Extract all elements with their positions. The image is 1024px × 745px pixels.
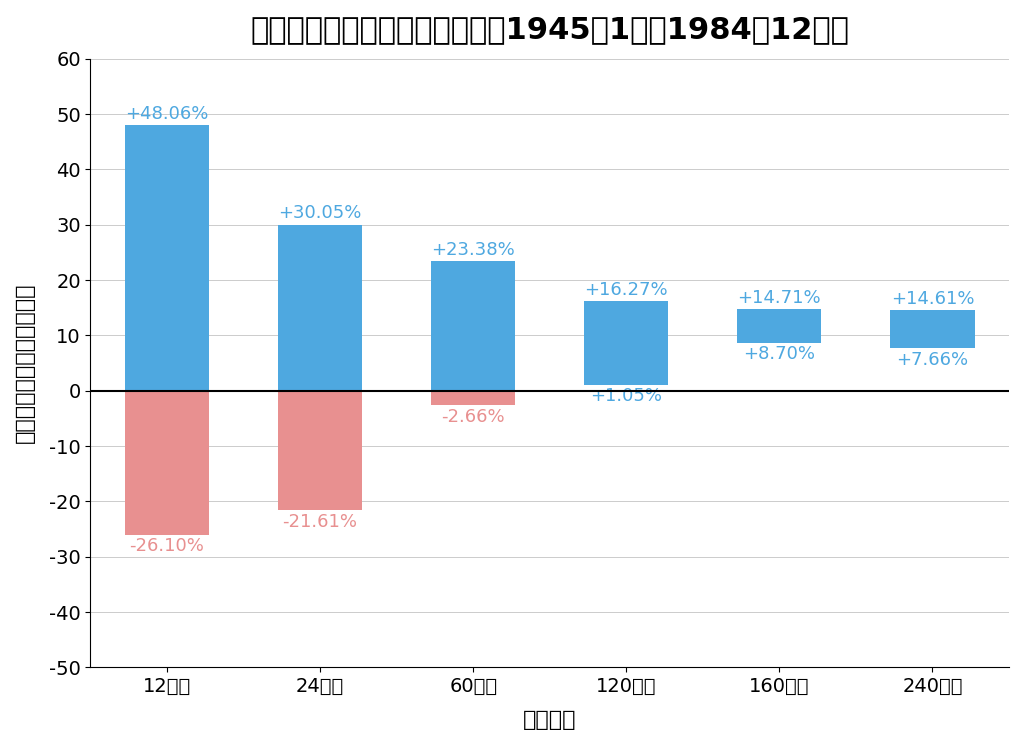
Bar (279, 391, 362, 510)
Text: +7.66%: +7.66% (896, 351, 969, 369)
Text: -21.61%: -21.61% (283, 513, 357, 530)
X-axis label: 投資期間: 投資期間 (523, 710, 577, 730)
Text: +8.70%: +8.70% (743, 345, 815, 363)
Text: +23.38%: +23.38% (431, 241, 515, 259)
Bar (431, 391, 515, 405)
Text: +14.71%: +14.71% (737, 289, 821, 307)
Bar (584, 301, 669, 385)
Bar (890, 310, 975, 349)
Text: +16.27%: +16.27% (585, 281, 668, 299)
Text: +30.05%: +30.05% (279, 204, 361, 222)
Y-axis label: 年率平均リターンの振れ幅: 年率平均リターンの振れ幅 (15, 283, 35, 443)
Text: -26.10%: -26.10% (130, 537, 205, 555)
Title: 累積リターンによる推定結果（1945年1月〜1984年12月）: 累積リターンによる推定結果（1945年1月〜1984年12月） (250, 15, 849, 44)
Bar (279, 224, 362, 391)
Text: +1.05%: +1.05% (590, 387, 663, 405)
Bar (431, 261, 515, 391)
Bar (737, 309, 821, 343)
Bar (125, 125, 209, 391)
Text: +14.61%: +14.61% (891, 290, 974, 308)
Text: -2.66%: -2.66% (441, 408, 505, 425)
Bar (125, 391, 209, 535)
Text: +48.06%: +48.06% (125, 105, 209, 123)
